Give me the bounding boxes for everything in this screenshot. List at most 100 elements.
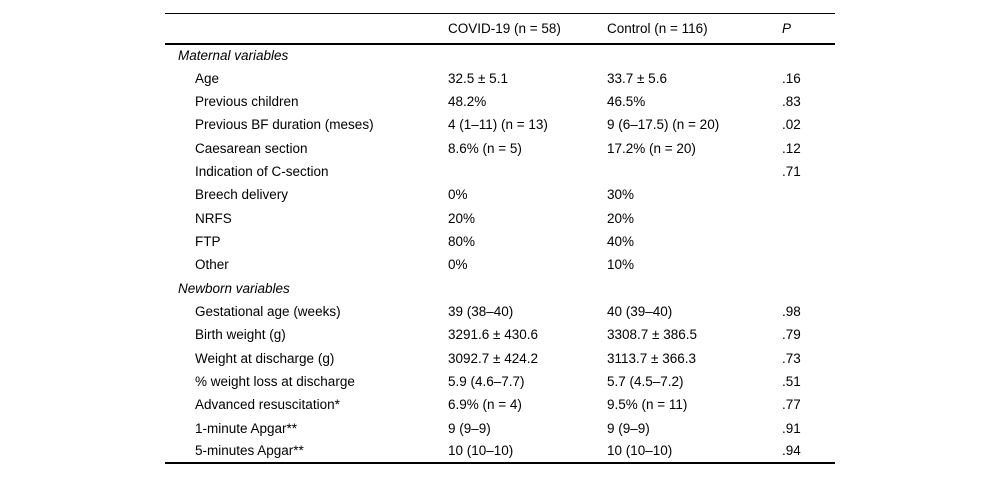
section-row: Maternal variables bbox=[165, 44, 835, 67]
covid-value: 4 (1–11) (n = 13) bbox=[448, 117, 548, 133]
row-label: Breech delivery bbox=[195, 187, 289, 203]
covid-value: 80% bbox=[448, 234, 476, 250]
p-value: .51 bbox=[782, 374, 801, 389]
covid-value: 6.9% (n = 4) bbox=[448, 397, 522, 413]
table-row: Weight at discharge (g) 3092.7 ± 424.2 311… bbox=[165, 347, 835, 370]
control-value: 5.7 (4.5–7.2) bbox=[607, 374, 684, 389]
row-label: Advanced resuscitation* bbox=[195, 397, 340, 413]
covid-value: 0% bbox=[448, 187, 468, 203]
header-p-value: P bbox=[782, 20, 792, 36]
p-value: .79 bbox=[782, 327, 801, 343]
control-value: 9 (9–9) bbox=[607, 420, 650, 436]
table-row: 1-minute Apgar** 9 (9–9) 9 (9–9) .91 bbox=[165, 417, 835, 440]
row-label: 5-minutes Apgar** bbox=[195, 443, 304, 459]
covid-value: 10 (10–10) bbox=[448, 443, 514, 459]
control-value: 33.7 ± 5.6 bbox=[607, 70, 667, 86]
table-body: Maternal variables Age 32.5 ± 5.1 33.7 ± 5.… bbox=[165, 44, 835, 464]
control-value: 10% bbox=[607, 257, 635, 273]
row-label: Weight at discharge (g) bbox=[195, 350, 335, 366]
covid-value: 9 (9–9) bbox=[448, 420, 491, 436]
covid-value bbox=[448, 277, 607, 300]
control-value: 9 (6–17.5) (n = 20) bbox=[607, 117, 720, 133]
control-value: 30% bbox=[607, 187, 635, 203]
p-value bbox=[780, 277, 835, 300]
header-covid-group: COVID-19 (n = 58) bbox=[448, 20, 561, 36]
covid-value: 32.5 ± 5.1 bbox=[448, 70, 508, 86]
covid-value: 48.2% bbox=[448, 94, 487, 110]
p-value: .83 bbox=[782, 94, 801, 110]
control-value bbox=[607, 277, 780, 300]
header-control-group: Control (n = 116) bbox=[607, 20, 708, 36]
table-row: Birth weight (g) 3291.6 ± 430.6 3308.7 ± 3… bbox=[165, 323, 835, 346]
covid-value: 0% bbox=[448, 257, 468, 273]
covid-value bbox=[448, 44, 607, 67]
p-value bbox=[780, 230, 835, 253]
control-value: 9.5% (n = 11) bbox=[607, 397, 688, 413]
p-value bbox=[780, 183, 835, 206]
table-row: Previous BF duration (meses) 4 (1–11) (n … bbox=[165, 113, 835, 136]
p-value: .98 bbox=[782, 304, 801, 320]
row-label: Gestational age (weeks) bbox=[195, 304, 341, 320]
row-label: Previous children bbox=[195, 94, 299, 110]
table-row: Indication of C-section .71 bbox=[165, 160, 835, 183]
p-value bbox=[780, 207, 835, 230]
table-row: Breech delivery 0% 30% bbox=[165, 183, 835, 206]
table-row: FTP 80% 40% bbox=[165, 230, 835, 253]
control-value: 46.5% bbox=[607, 94, 646, 110]
header-row: COVID-19 (n = 58) Control (n = 116) P bbox=[165, 14, 835, 44]
header-variable bbox=[165, 14, 448, 44]
p-value: .73 bbox=[782, 350, 801, 366]
control-value bbox=[607, 160, 780, 183]
control-value: 10 (10–10) bbox=[607, 443, 673, 459]
table-row: Caesarean section 8.6% (n = 5) 17.2% (n = … bbox=[165, 137, 835, 160]
control-value bbox=[607, 44, 780, 67]
row-label: Birth weight (g) bbox=[195, 327, 286, 343]
covid-value: 5.9 (4.6–7.7) bbox=[448, 374, 525, 389]
p-value bbox=[780, 253, 835, 276]
p-value: .94 bbox=[782, 443, 801, 459]
control-value: 3113.7 ± 366.3 bbox=[607, 350, 696, 366]
table-row: Previous children 48.2% 46.5% .83 bbox=[165, 90, 835, 113]
covid-value: 3092.7 ± 424.2 bbox=[448, 350, 538, 366]
table-header: COVID-19 (n = 58) Control (n = 116) P bbox=[165, 14, 835, 44]
p-value: .91 bbox=[782, 420, 801, 436]
covid-value: 39 (38–40) bbox=[448, 304, 514, 320]
control-value: 40% bbox=[607, 234, 635, 250]
comparison-table: COVID-19 (n = 58) Control (n = 116) P Ma… bbox=[165, 13, 835, 465]
table-row: 5-minutes Apgar** 10 (10–10) 10 (10–10) .94 bbox=[165, 440, 835, 463]
row-label: 1-minute Apgar** bbox=[195, 420, 298, 436]
covid-value: 8.6% (n = 5) bbox=[448, 140, 522, 156]
table-row: Other 0% 10% bbox=[165, 253, 835, 276]
table-row: Age 32.5 ± 5.1 33.7 ± 5.6 .16 bbox=[165, 67, 835, 90]
row-label: Age bbox=[195, 70, 220, 86]
row-label: NRFS bbox=[195, 210, 232, 226]
p-value: .16 bbox=[782, 70, 801, 86]
covid-value bbox=[448, 160, 607, 183]
table-row: NRFS 20% 20% bbox=[165, 207, 835, 230]
control-value: 3308.7 ± 386.5 bbox=[607, 327, 697, 343]
table-row: Advanced resuscitation* 6.9% (n = 4) 9.5% … bbox=[165, 393, 835, 416]
row-label: Maternal variables bbox=[178, 47, 289, 63]
row-label: Other bbox=[195, 257, 229, 273]
control-value: 17.2% (n = 20) bbox=[607, 140, 696, 156]
p-value bbox=[780, 44, 835, 67]
table-row: Gestational age (weeks) 39 (38–40) 40 (39–… bbox=[165, 300, 835, 323]
section-row: Newborn variables bbox=[165, 277, 835, 300]
p-value: .77 bbox=[782, 397, 801, 413]
row-label: % weight loss at discharge bbox=[195, 374, 355, 389]
p-value: .71 bbox=[782, 164, 801, 180]
control-value: 20% bbox=[607, 210, 635, 226]
row-label: FTP bbox=[195, 234, 221, 250]
row-label: Newborn variables bbox=[178, 280, 290, 296]
row-label: Previous BF duration (meses) bbox=[195, 117, 374, 133]
row-label: Indication of C-section bbox=[195, 164, 329, 180]
covid-value: 20% bbox=[448, 210, 476, 226]
control-value: 40 (39–40) bbox=[607, 304, 673, 320]
covid-value: 3291.6 ± 430.6 bbox=[448, 327, 538, 343]
table-row: % weight loss at discharge 5.9 (4.6–7.7) 5… bbox=[165, 370, 835, 393]
p-value: .12 bbox=[782, 140, 801, 156]
p-value: .02 bbox=[782, 117, 801, 133]
comparison-table-container: COVID-19 (n = 58) Control (n = 116) P Ma… bbox=[165, 13, 835, 465]
row-label: Caesarean section bbox=[195, 140, 308, 156]
